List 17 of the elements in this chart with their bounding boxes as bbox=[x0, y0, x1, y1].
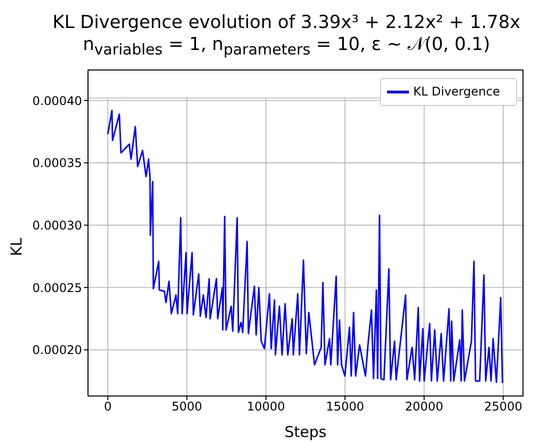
legend-label: KL Divergence bbox=[413, 84, 500, 98]
y-tick-label: 0.00030 bbox=[32, 218, 82, 232]
x-tick-label: 15000 bbox=[326, 400, 364, 414]
y-tick-label: 0.00020 bbox=[32, 343, 82, 358]
chart-title: KL Divergence evolution of 3.39x³ + 2.12x² + 1.78x bbox=[52, 12, 522, 34]
line-series bbox=[107, 110, 504, 384]
x-axis-title: Steps bbox=[284, 423, 327, 441]
y-axis-title: KL bbox=[7, 237, 26, 256]
x-tick-label: 10000 bbox=[246, 400, 286, 414]
y-tick-label: 0.00035 bbox=[32, 156, 82, 170]
x-tick-label: 20000 bbox=[405, 400, 444, 414]
y-tick-label: 0.00040 bbox=[32, 94, 82, 108]
x-tick-label: 5000 bbox=[172, 400, 202, 414]
x-tick-label: 0 bbox=[104, 400, 112, 414]
chart-subtitle: n$_{variables}$ = 1, n$_{parameters}$ = 10, ε ∼ 𝒩(0, 0.1) bbox=[82, 34, 492, 61]
x-tick-label: 25000 bbox=[484, 400, 522, 414]
y-tick-label: 0.00025 bbox=[32, 280, 82, 295]
